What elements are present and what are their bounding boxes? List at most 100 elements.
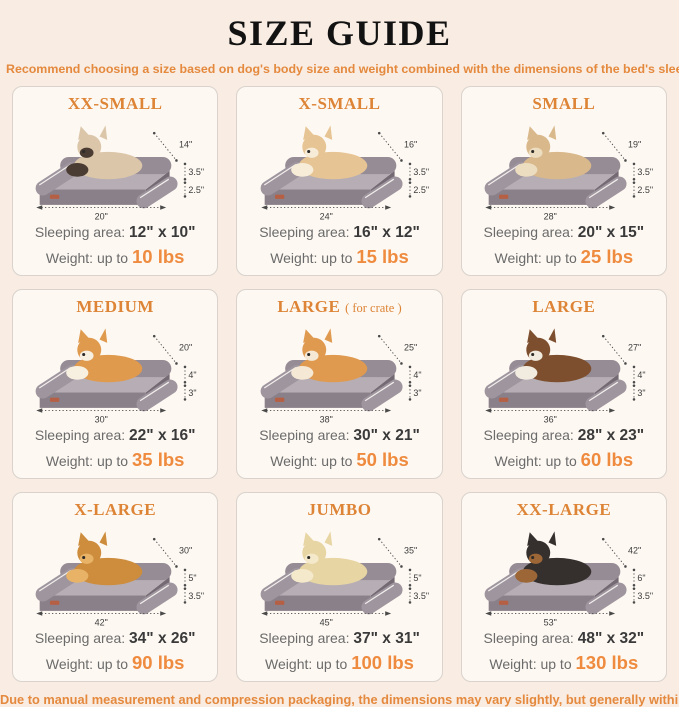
- weight-value: 130 lbs: [575, 651, 639, 673]
- size-grid: XX-SMALL: [0, 76, 679, 682]
- width-dimension: 45": [319, 617, 332, 627]
- size-card-small: SMALL: [460, 86, 667, 276]
- depth-dimension: 19": [628, 140, 641, 150]
- width-dimension: 38": [319, 414, 332, 424]
- sleeping-area-line: Sleeping area: 34" x 26": [15, 629, 215, 650]
- dimension-annotations: 35" 5" 3.5" 45": [260, 537, 429, 627]
- weight-label: Weight: up to: [270, 452, 353, 469]
- base-height-dimension: 3": [637, 388, 645, 398]
- bed-figure: 27" 4" 3" 36": [464, 319, 664, 425]
- bed-illustration: 35" 5" 3.5" 45": [260, 531, 429, 627]
- weight-value: 60 lbs: [580, 448, 634, 470]
- bed-illustration: 27" 4" 3" 36": [484, 328, 646, 424]
- bolster-height-dimension: 3.5": [413, 167, 429, 177]
- weight-line: Weight: up to 50 lbs: [239, 448, 439, 473]
- weight-value: 10 lbs: [132, 245, 185, 267]
- size-name: XX-SMALL: [67, 94, 163, 113]
- bed-logo: [274, 600, 284, 605]
- dimension-annotations: 14" 3.5" 2.5" 20": [36, 131, 205, 221]
- depth-dimension: 20": [179, 343, 192, 353]
- sleeping-area-value: 37" x 31": [353, 629, 420, 647]
- depth-dimension: 30": [179, 545, 192, 555]
- weight-line: Weight: up to 10 lbs: [15, 245, 215, 270]
- base-height-dimension: 3.5": [413, 591, 429, 601]
- weight-line: Weight: up to 90 lbs: [15, 651, 215, 676]
- dimension-annotations: 19" 3.5" 2.5" 28": [485, 131, 653, 221]
- depth-dimension: 42": [628, 545, 641, 555]
- weight-label: Weight: up to: [270, 249, 353, 266]
- dimension-annotations: 20" 4" 3" 30": [36, 334, 197, 424]
- bolster-height-dimension: 3.5": [189, 167, 205, 177]
- size-card-title: LARGE: [464, 297, 664, 317]
- base-height-dimension: 3.5": [637, 591, 653, 601]
- size-name: X-LARGE: [74, 499, 157, 519]
- bed-illustration: 16" 3.5" 2.5" 24": [260, 125, 429, 221]
- bolster-height-dimension: 4": [413, 370, 421, 380]
- bed-figure: 35" 5" 3.5" 45": [239, 522, 439, 628]
- bed-figure: 25" 4" 3" 38": [239, 319, 439, 425]
- dimension-annotations: 16" 3.5" 2.5" 24": [260, 131, 429, 221]
- width-dimension: 28": [544, 211, 557, 221]
- size-note: ( for crate ): [345, 300, 402, 315]
- base-height-dimension: 2.5": [413, 185, 429, 195]
- bed-logo: [498, 600, 509, 605]
- bolster-height-dimension: 5": [189, 573, 197, 583]
- size-name: LARGE: [277, 296, 341, 316]
- dimension-annotations: 27" 4" 3" 36": [485, 334, 646, 424]
- bed-logo: [50, 397, 60, 402]
- size-name: XX-LARGE: [516, 499, 612, 519]
- weight-line: Weight: up to 15 lbs: [239, 245, 439, 270]
- weight-label: Weight: up to: [489, 655, 572, 672]
- size-card-large: LARGE: [460, 288, 667, 479]
- bed-illustration: 42" 6" 3.5" 53": [484, 531, 653, 627]
- size-card-title: JUMBO: [239, 500, 439, 520]
- french-bulldog-illustration: [515, 125, 592, 180]
- bed-illustration: 25" 4" 3" 38": [260, 328, 421, 424]
- sleeping-area-value: 34" x 26": [129, 629, 196, 647]
- sleeping-area-label: Sleeping area:: [259, 224, 350, 240]
- size-card-jumbo: JUMBO: [236, 491, 443, 682]
- sleeping-area-value: 20" x 15": [577, 224, 645, 241]
- size-card-title: XX-LARGE: [464, 500, 664, 520]
- sleeping-area-label: Sleeping area:: [259, 426, 350, 443]
- bed-illustration: 19" 3.5" 2.5" 28": [484, 125, 653, 221]
- size-name: SMALL: [532, 94, 596, 113]
- width-dimension: 53": [544, 617, 557, 627]
- base-height-dimension: 3.5": [189, 591, 205, 601]
- bed-figure: 30" 5" 3.5" 42": [15, 522, 215, 628]
- bed-figure: 42" 6" 3.5" 53": [464, 522, 664, 628]
- size-card-medium: MEDIUM: [12, 288, 219, 479]
- size-name: X-SMALL: [298, 94, 381, 113]
- weight-label: Weight: up to: [45, 249, 129, 266]
- width-dimension: 24": [319, 211, 332, 221]
- sleeping-area-label: Sleeping area:: [259, 629, 350, 646]
- sleeping-area-value: 16" x 12": [353, 224, 420, 241]
- sleeping-area-line: Sleeping area: 22" x 16": [15, 426, 215, 447]
- bed-logo: [50, 194, 60, 199]
- weight-label: Weight: up to: [45, 452, 129, 469]
- weight-label: Weight: up to: [45, 655, 129, 672]
- width-dimension: 30": [95, 414, 108, 424]
- sleeping-area-line: Sleeping area: 37" x 31": [239, 629, 439, 650]
- depth-dimension: 14": [179, 140, 192, 150]
- base-height-dimension: 2.5": [189, 185, 205, 195]
- sleeping-area-line: Sleeping area: 30" x 21": [239, 426, 439, 447]
- depth-dimension: 16": [404, 140, 417, 150]
- depth-dimension: 27": [628, 343, 641, 353]
- weight-value: 90 lbs: [132, 651, 185, 673]
- depth-dimension: 25": [404, 343, 417, 353]
- bed-logo: [274, 194, 284, 199]
- base-height-dimension: 3": [413, 388, 421, 398]
- base-height-dimension: 2.5": [637, 185, 653, 195]
- dimension-annotations: 25" 4" 3" 38": [260, 334, 421, 424]
- golden-retriever-illustration: [66, 531, 143, 586]
- width-dimension: 20": [95, 211, 108, 221]
- size-card-title: X-LARGE: [15, 500, 215, 520]
- weight-line: Weight: up to 100 lbs: [239, 651, 439, 676]
- dimension-annotations: 30" 5" 3.5" 42": [36, 537, 205, 627]
- sleeping-area-line: Sleeping area: 16" x 12": [239, 223, 439, 244]
- size-card-title: X-SMALL: [239, 94, 439, 114]
- sleeping-area-label: Sleeping area:: [483, 629, 574, 646]
- shih-tzu-puppy-illustration: [290, 125, 367, 180]
- weight-label: Weight: up to: [265, 655, 348, 672]
